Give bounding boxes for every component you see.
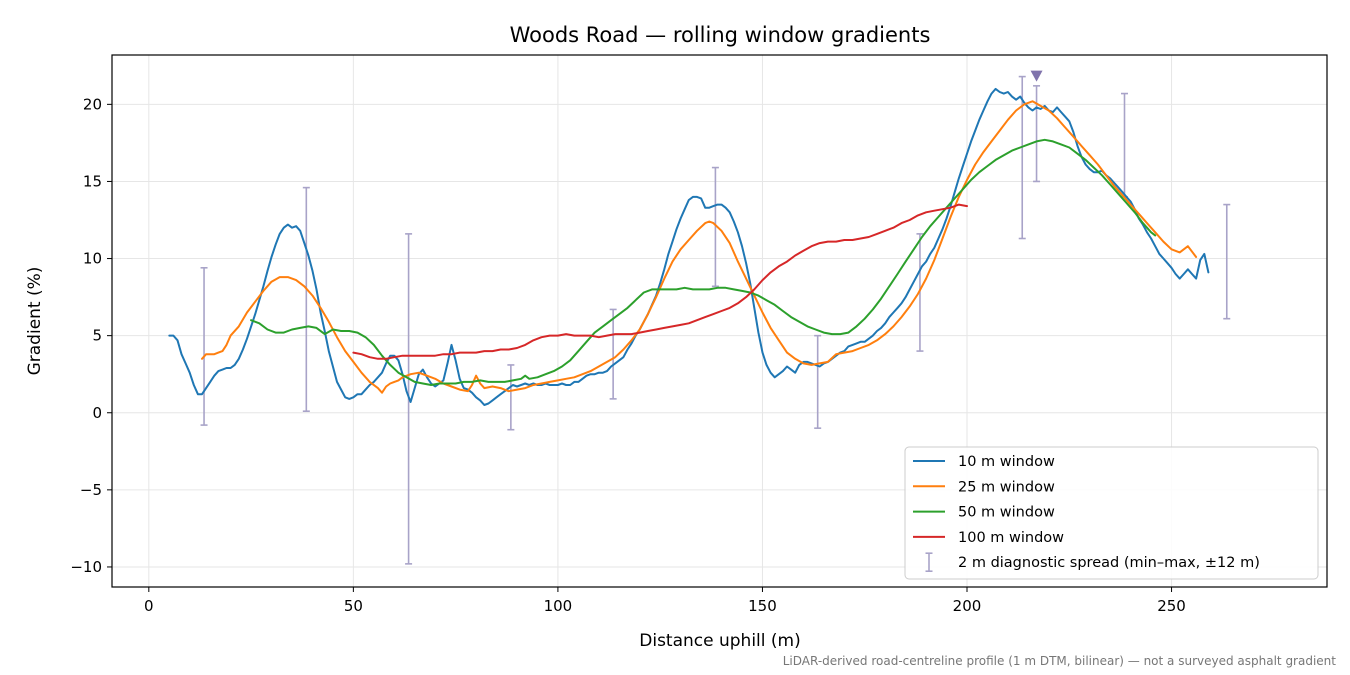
errorbar <box>1033 85 1041 183</box>
y-axis-label: Gradient (%) <box>25 267 45 376</box>
legend-box <box>904 446 1319 580</box>
errorbar-group <box>200 75 1231 565</box>
errorbar <box>507 364 515 431</box>
x-tick-label: 250 <box>1157 597 1186 615</box>
series-line <box>168 87 1210 406</box>
x-tick-label: 150 <box>748 597 777 615</box>
y-tick-label: −10 <box>70 558 102 576</box>
errorbar <box>609 308 617 400</box>
y-tick-label: 0 <box>92 404 102 422</box>
errorbar <box>916 233 924 352</box>
y-tick-label: 20 <box>83 95 102 113</box>
series-lines <box>168 87 1210 406</box>
errorbar <box>1018 75 1026 240</box>
errorbar <box>200 266 208 426</box>
legend-entry: 10 m window <box>958 454 1055 470</box>
legend-entry: 50 m window <box>958 505 1055 521</box>
errorbar <box>814 334 822 429</box>
y-tick-label: 15 <box>83 172 102 190</box>
x-tick-label: 0 <box>144 597 154 615</box>
peak-marker-group <box>1030 70 1043 82</box>
y-tick-label: 10 <box>83 250 102 268</box>
legend: 10 m window 25 m window 50 m window 100 m w… <box>904 446 1319 580</box>
y-tick-label: −5 <box>80 481 102 499</box>
legend-entry: 100 m window <box>958 530 1064 546</box>
series-line <box>352 203 968 360</box>
series-line <box>201 100 1198 394</box>
peak-marker-triangle <box>1030 70 1043 82</box>
errorbar <box>1223 203 1231 320</box>
errorbar <box>711 166 719 288</box>
x-tick-label: 200 <box>953 597 982 615</box>
legend-entry: 25 m window <box>958 479 1055 495</box>
plot-frame <box>111 54 1328 588</box>
x-axis-ticks: 0 50 100 150 200 250 <box>144 587 1186 615</box>
x-axis-label: Distance uphill (m) <box>639 631 800 651</box>
footnote: LiDAR-derived road-centreline profile (1… <box>783 654 1337 668</box>
y-tick-label: 5 <box>92 327 102 345</box>
series-line <box>250 138 1157 386</box>
legend-entry: 2 m diagnostic spread (min–max, ±12 m) <box>958 555 1260 571</box>
y-axis-ticks: −10 −5 0 5 10 15 20 <box>70 95 112 576</box>
chart-title: Woods Road — rolling window gradients <box>510 23 931 47</box>
x-tick-label: 50 <box>344 597 363 615</box>
x-tick-label: 100 <box>544 597 573 615</box>
errorbar <box>302 186 310 413</box>
